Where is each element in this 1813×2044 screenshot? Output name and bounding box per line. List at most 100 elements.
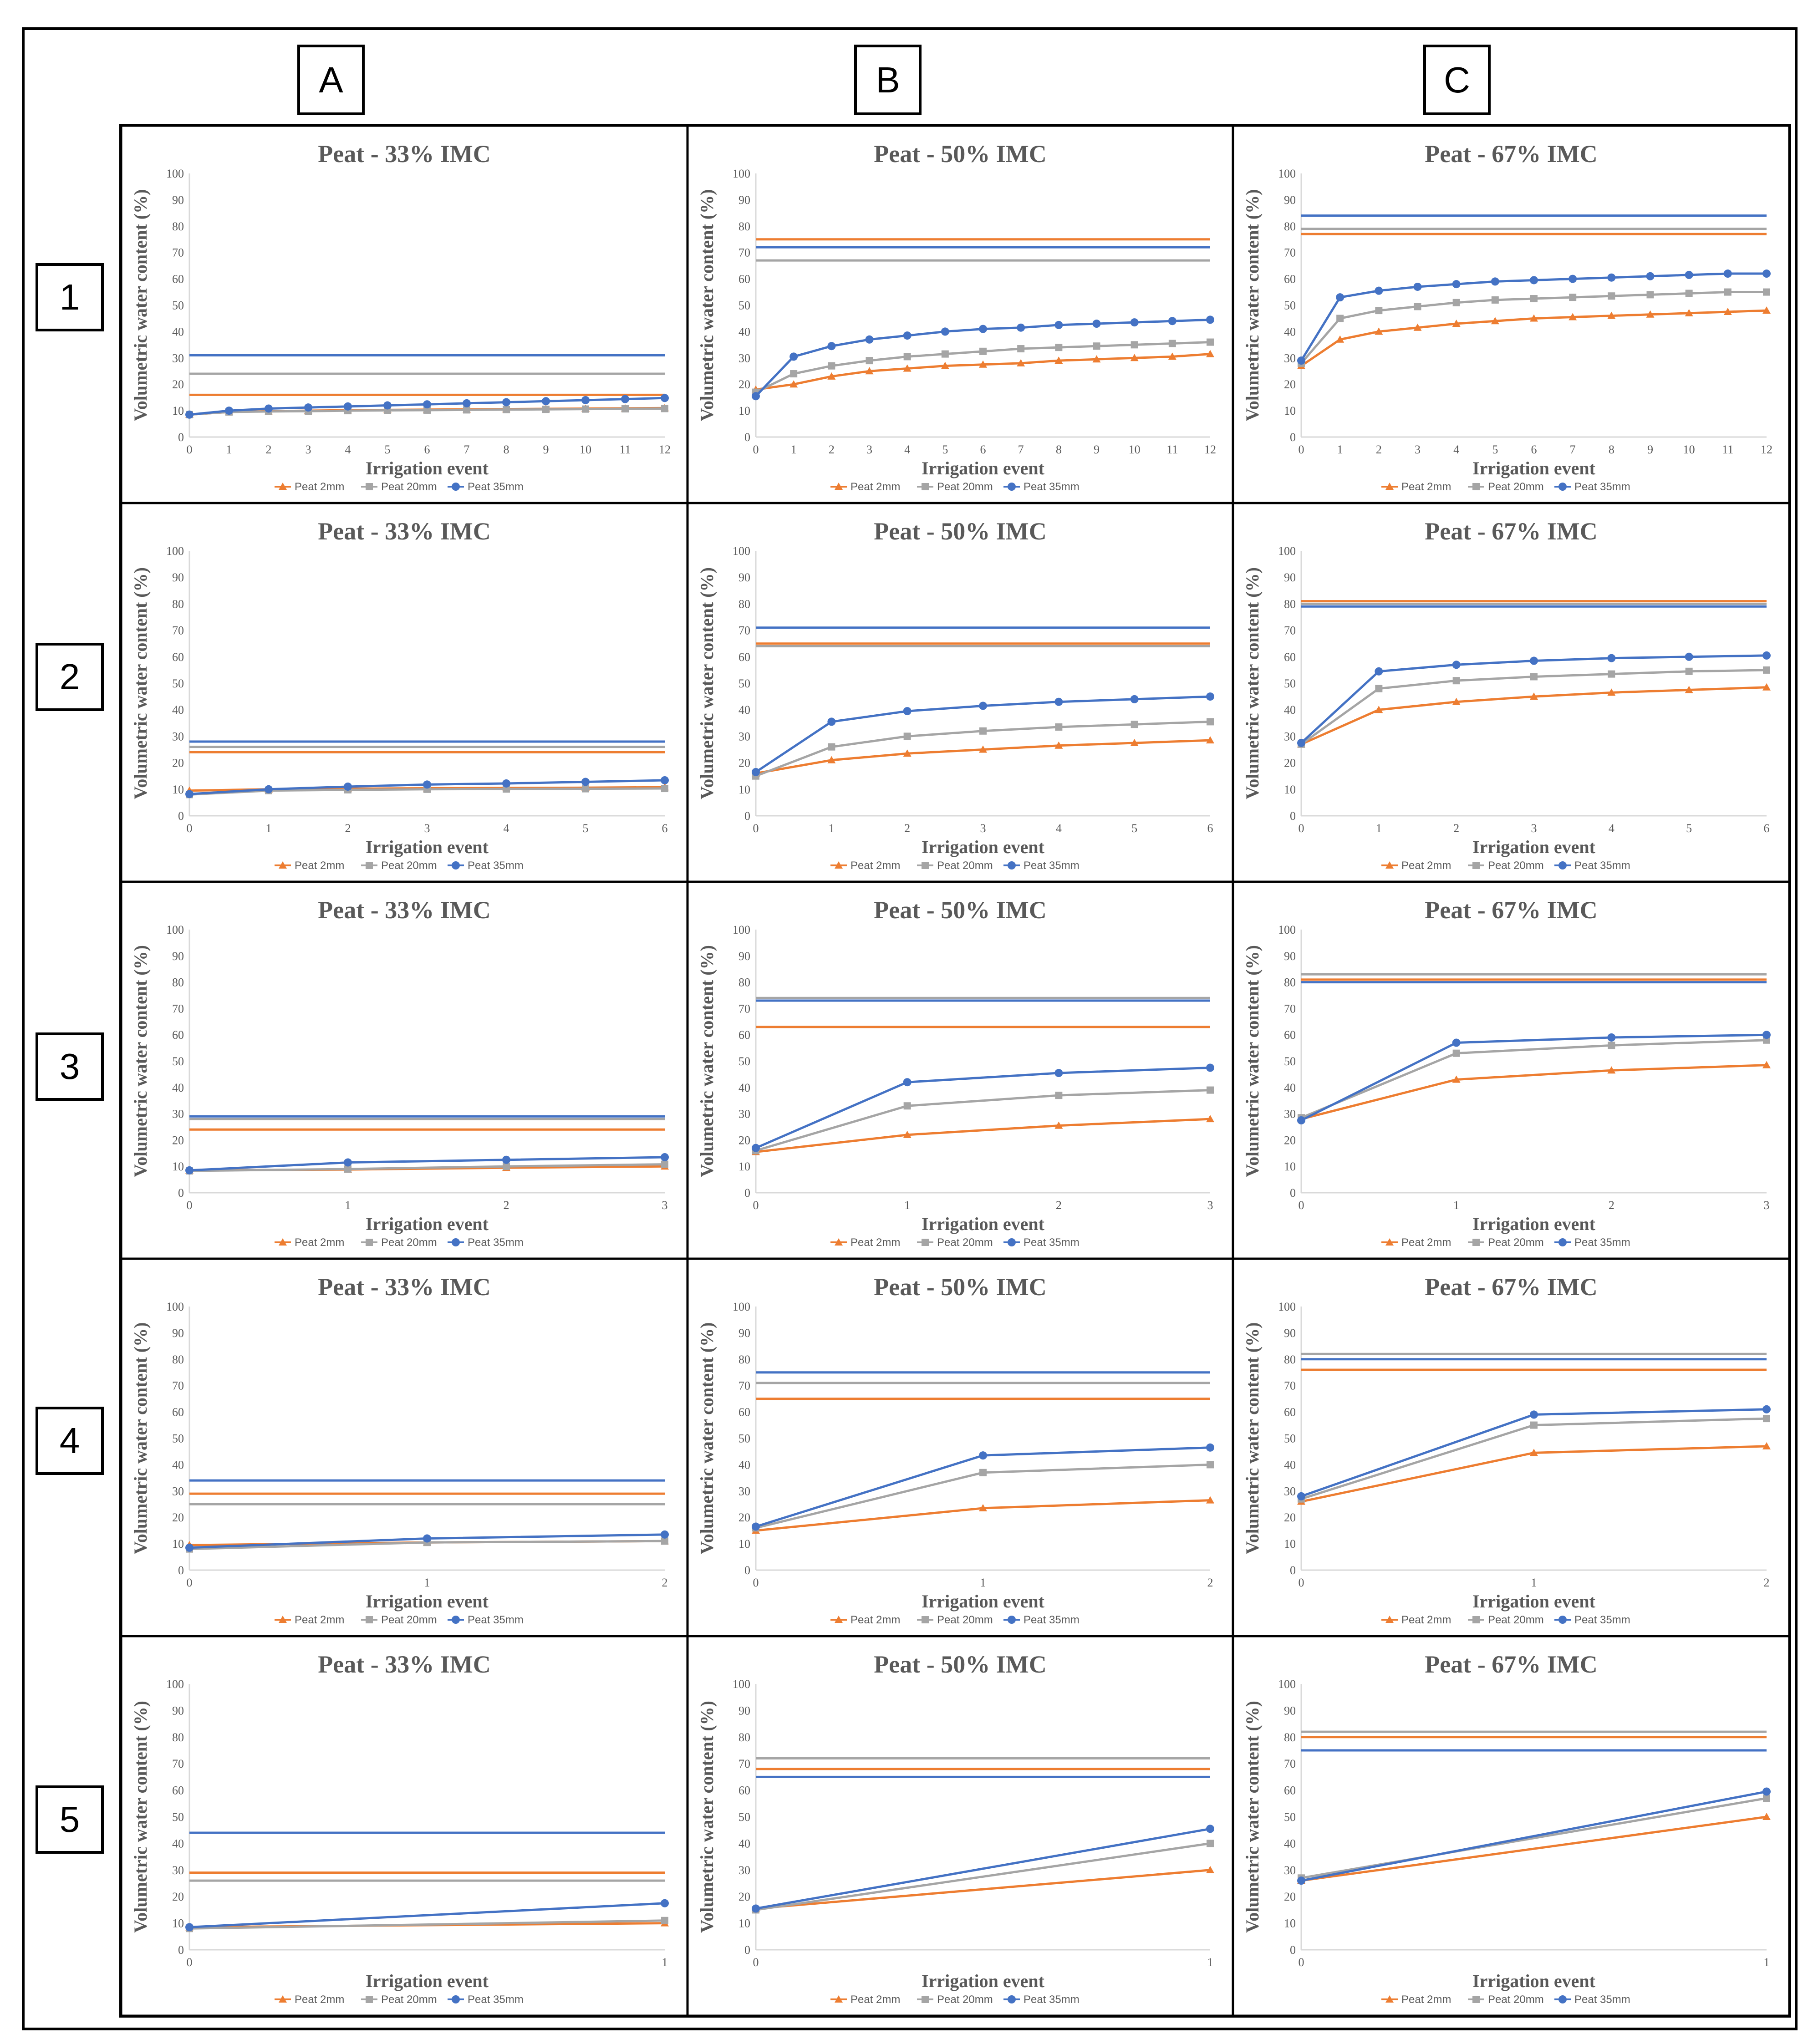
panel-1c-y-tick-label: 0 (1290, 431, 1296, 444)
panel-2c-y-tick-label: 10 (1284, 783, 1296, 796)
panel-2a-y-tick-label: 50 (172, 677, 184, 690)
panel-1a-peat-20mm-point (423, 406, 431, 414)
panel-2c-title: Peat - 67% IMC (1425, 518, 1597, 545)
panel-5a-peat-20mm-point (661, 1917, 668, 1924)
panel-1c-x-tick-label: 0 (1299, 443, 1304, 456)
panel-1b-legend-peat-35mm-label: Peat 35mm (1024, 481, 1080, 493)
panel-5c-title: Peat - 67% IMC (1425, 1651, 1597, 1678)
panel-3c-peat-2mm-point (1607, 1066, 1616, 1074)
panel-1a-peat-35mm-point (304, 403, 312, 412)
panel-2a-peat-35mm-point (502, 779, 510, 788)
panel-2b-y-tick-label: 60 (738, 651, 750, 664)
panel-3b-peat-20mm-series-line (755, 1089, 1211, 1152)
panel-3a-legend-peat-2mm-marker (279, 1238, 287, 1246)
panel-1c-peat-2mm-point (1685, 309, 1693, 316)
panel-2a-peat-35mm-point (344, 782, 352, 791)
panel-4a-peat-35mm-markers (185, 1530, 669, 1552)
panel-2b-peat-35mm-point (1054, 697, 1063, 706)
panel-3b-legend-peat-20mm: Peat 20mm (917, 1236, 993, 1249)
panel-3b-peat-2mm-point (1054, 1121, 1063, 1129)
panel-1b-border (686, 124, 1234, 504)
panel-5a-legend-peat-2mm-label: Peat 2mm (295, 1993, 344, 2006)
panel-1a-peat-35mm-point (383, 401, 392, 410)
panel-4b-peat-35mm-markers (752, 1443, 1214, 1531)
panel-5b-peat-35mm-point (1206, 1825, 1214, 1833)
panel-4b-border (686, 1257, 1234, 1637)
panel-2b-y-tick-label: 70 (738, 624, 750, 637)
panel-2c-peat-20mm-point (1375, 685, 1383, 692)
panel-3c-x-axis-title: Irrigation event (1472, 1214, 1596, 1234)
panel-4a-x-tick-label: 0 (187, 1576, 193, 1589)
panel-3a-y-tick-label: 60 (172, 1028, 184, 1042)
panel-2a-legend-peat-35mm: Peat 35mm (448, 859, 524, 872)
panel-4c-x-tick-label: 0 (1299, 1576, 1304, 1589)
panel-4c-legend-peat-35mm-marker (1558, 1616, 1567, 1624)
panel-1b-peat-35mm-point (903, 331, 912, 340)
panel-1b-peat-35mm-point (1092, 320, 1101, 328)
panel-1c-peat-20mm-point (1763, 288, 1770, 296)
panel-5a-y-tick-label: 60 (172, 1784, 184, 1797)
panel-1b-x-tick-label: 4 (904, 443, 910, 456)
panel-3b-y-tick-label: 30 (738, 1108, 750, 1121)
panel-1a-border (120, 124, 689, 504)
panel-2b: Peat - 50% IMC 0 10 20 30 40 50 60 70 80 90 100 0 1 2 3… (686, 502, 1234, 883)
panel-2c-y-tick-label: 40 (1284, 703, 1296, 717)
panel-3a-peat-35mm-point (502, 1155, 510, 1164)
panel-1a-title: Peat - 33% IMC (318, 140, 490, 168)
panel-2c-y-axis-title: Volumetric water content (%) (1242, 567, 1263, 799)
panel-2c-y-tick-label: 90 (1284, 571, 1296, 584)
panel-2c-x-axis-title: Irrigation event (1472, 837, 1596, 857)
panel-3b-y-tick-label: 20 (738, 1134, 750, 1147)
panel-5c-y-tick-label: 0 (1290, 1943, 1296, 1957)
panel-1b-y-tick-label: 30 (738, 351, 750, 365)
panel-3c-legend-peat-20mm-marker (1472, 1239, 1480, 1246)
panel-2c-peat-2mm-point (1762, 683, 1771, 691)
panel-1c-peat-35mm-point (1646, 272, 1655, 280)
panel-4c-legend-peat-35mm-label: Peat 35mm (1574, 1614, 1630, 1626)
panel-2b-x-tick-label: 6 (1207, 822, 1213, 835)
panel-2b-y-tick-label: 80 (738, 597, 750, 610)
panel-3a-y-axis-title: Volumetric water content (%) (130, 945, 151, 1177)
panel-3c: Peat - 67% IMC 0 10 20 30 40 50 60 70 80 90 100 0 1 2 3… (1232, 880, 1791, 1260)
panel-3b-peat-35mm-point (752, 1144, 760, 1152)
panel-5a: Peat - 33% IMC 0 10 20 30 40 50 60 70 80 90 100 0 1 Ir… (120, 1635, 689, 2017)
panel-2a-peat-35mm-point (661, 776, 669, 785)
panel-5a-y-tick-label: 90 (172, 1704, 184, 1717)
panel-2b-legend-peat-2mm-marker (835, 861, 843, 869)
panel-5a-y-tick-label: 10 (172, 1917, 184, 1930)
panel-1c-y-tick-label: 80 (1284, 220, 1296, 233)
panel-2a-border (120, 502, 689, 883)
panel-2b-x-tick-label: 1 (829, 822, 835, 835)
panel-3a-peat-35mm-point (185, 1166, 194, 1175)
panel-1b-legend-peat-20mm-label: Peat 20mm (937, 481, 993, 493)
panel-3c-y-tick-label: 0 (1290, 1186, 1296, 1200)
panel-1a-legend-peat-2mm-marker (279, 483, 287, 490)
panel-3c-peat-35mm-point (1297, 1116, 1305, 1125)
panel-4c-legend-peat-20mm: Peat 20mm (1468, 1614, 1544, 1626)
panel-3a-legend-peat-35mm-marker (452, 1238, 460, 1246)
panel-2c-peat-35mm-point (1452, 661, 1461, 669)
panel-1b-peat-2mm-point (1130, 354, 1139, 361)
panel-1c-peat-35mm-point (1375, 286, 1383, 295)
panel-1c-x-tick-label: 3 (1415, 443, 1421, 456)
panel-3c-peat-20mm-series-line (1301, 1039, 1767, 1119)
panel-1b-peat-35mm-point (1054, 320, 1063, 329)
panel-1b-x-tick-label: 0 (753, 443, 759, 456)
panel-2c-y-tick-label: 100 (1278, 544, 1296, 558)
panel-4a-legend-peat-35mm-label: Peat 35mm (468, 1614, 524, 1626)
panel-1b-peat-20mm-point (1017, 345, 1025, 353)
panel-1b-peat-20mm-point (903, 353, 911, 361)
panel-3b-y-tick-label: 90 (738, 950, 750, 963)
panel-2c-peat-35mm-point (1530, 656, 1538, 665)
panel-4b-y-axis-title: Volumetric water content (%) (697, 1322, 717, 1555)
panel-1c-peat-35mm-point (1723, 269, 1732, 278)
panel-3b-y-tick-label: 0 (744, 1186, 750, 1200)
row-label-3: 3 (36, 1032, 104, 1101)
panel-2a-x-tick-label: 1 (266, 822, 272, 835)
panel-2c-y-tick-label: 50 (1284, 677, 1296, 690)
panel-5b-border (686, 1635, 1234, 2017)
panel-2b-legend-peat-20mm-marker (922, 862, 929, 869)
panel-3a-x-axis-title: Irrigation event (366, 1214, 489, 1234)
panel-2c-peat-35mm-point (1375, 667, 1383, 676)
column-label-b: B (854, 45, 922, 115)
